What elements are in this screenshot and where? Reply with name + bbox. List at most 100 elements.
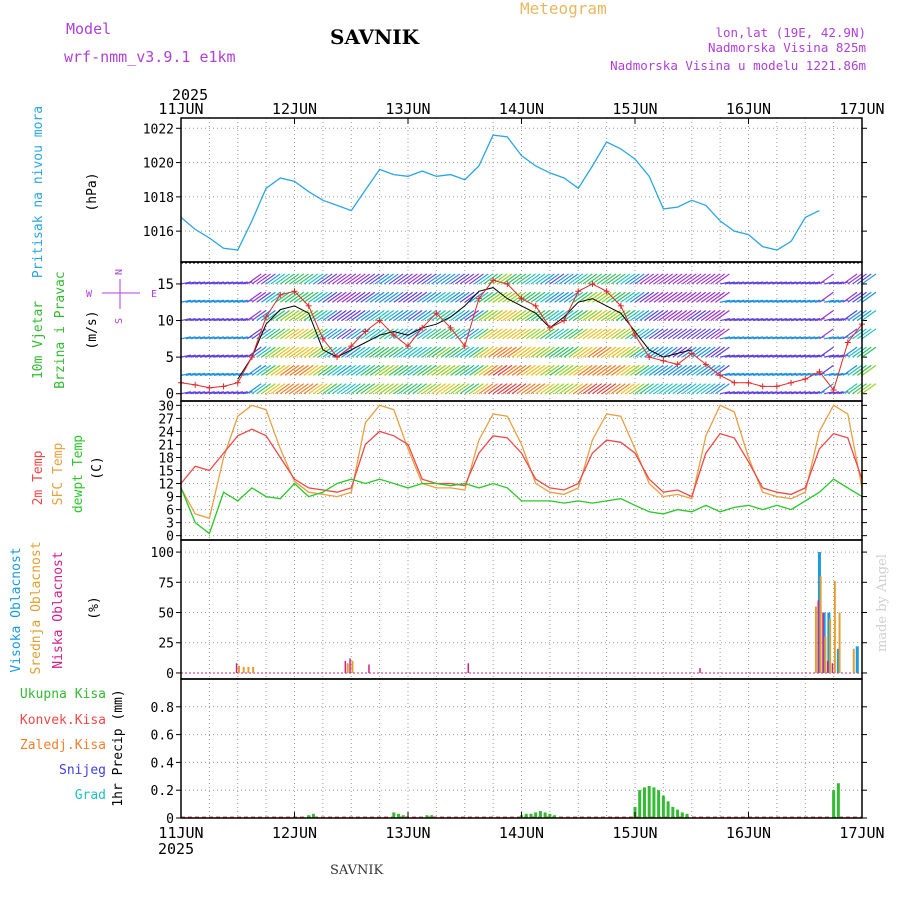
- wind-barb: [412, 346, 428, 358]
- wind-barb: [842, 364, 858, 376]
- precip-label-snow: Snijeg: [59, 763, 106, 778]
- wind-barb: [563, 364, 579, 376]
- wind-barb: [592, 291, 607, 303]
- x-tick-label-bottom: 14JUN: [499, 824, 544, 842]
- cloud-ylabel-high: Visoka Oblacnost: [9, 547, 24, 672]
- wind-barb: [852, 383, 867, 395]
- wind-barb: [492, 291, 508, 303]
- wind-barb: [426, 291, 442, 303]
- wind-barb: [497, 346, 513, 358]
- wind-barb: [663, 346, 678, 358]
- wind-barb: [781, 281, 792, 285]
- wind-barb: [261, 383, 276, 395]
- wind-speed-marker: [447, 324, 454, 331]
- wind-barb: [852, 291, 867, 303]
- wind-barb: [535, 310, 551, 322]
- wind-speed-marker: [589, 280, 596, 287]
- wind-barb: [506, 383, 522, 395]
- wind-barb: [696, 364, 711, 376]
- wind-barb: [516, 273, 532, 285]
- wind-barb: [374, 291, 390, 303]
- wind-barb: [317, 383, 333, 395]
- wind-barb: [644, 291, 659, 303]
- wind-barb: [644, 346, 659, 358]
- wind-barb: [294, 364, 309, 376]
- wind-barb: [502, 273, 517, 285]
- wind-barb: [421, 383, 437, 395]
- wind-barb: [242, 372, 253, 376]
- wind-barb: [615, 383, 631, 395]
- wind-barb: [204, 281, 215, 285]
- wind-barb: [180, 391, 192, 395]
- wind-barb: [743, 299, 754, 303]
- wind-barb: [459, 364, 475, 376]
- wind-barb: [327, 346, 342, 358]
- wind-barb: [483, 383, 499, 395]
- wind-barb: [663, 364, 678, 376]
- wind-barb: [289, 364, 305, 376]
- wind-barb: [634, 364, 650, 376]
- y-tick-label: 24: [158, 425, 174, 440]
- wind-barb: [573, 310, 588, 322]
- wind-speed-marker: [490, 277, 497, 284]
- wind-barb: [601, 273, 617, 285]
- wind-barb: [313, 346, 328, 358]
- wind-barb: [393, 310, 409, 322]
- wind-barb: [672, 310, 688, 322]
- wind-barb: [436, 291, 451, 303]
- wind-barb: [488, 383, 503, 395]
- wind-barb: [644, 383, 659, 395]
- wind-barb: [563, 328, 579, 340]
- wind-barb: [195, 391, 206, 395]
- y-tick-label: 1018: [143, 191, 174, 206]
- wind-barb: [346, 328, 361, 340]
- wind-barb: [611, 328, 626, 340]
- wind-barb: [592, 310, 607, 322]
- wind-barb: [407, 291, 423, 303]
- y-tick-label: 1016: [143, 225, 174, 240]
- wind-barb: [795, 354, 806, 358]
- wind-barb: [417, 273, 432, 285]
- wind-barb: [246, 310, 262, 322]
- wind-barb: [180, 299, 192, 303]
- wind-barb: [677, 291, 692, 303]
- wind-barb: [322, 328, 338, 340]
- wind-barb: [459, 383, 475, 395]
- wind-barb: [781, 372, 792, 376]
- y-tick-label: 6: [166, 504, 174, 519]
- wind-barb: [753, 354, 764, 358]
- wind-barb: [478, 346, 494, 358]
- wind-speed-marker: [192, 381, 199, 388]
- wind-barb: [748, 281, 759, 285]
- wind-barb: [308, 346, 324, 358]
- wind-barb: [180, 336, 192, 340]
- wind-barb: [681, 328, 697, 340]
- precip-bar: [534, 812, 538, 818]
- cloud-ylabel-low: Niska Oblacnost: [51, 551, 66, 668]
- wind-barb: [308, 291, 324, 303]
- wind-speed-marker: [759, 383, 766, 390]
- wind-barb: [653, 273, 669, 285]
- y-tick-label: 21: [158, 438, 174, 453]
- wind-barb: [322, 291, 338, 303]
- wind-barb: [620, 310, 636, 322]
- wind-barb: [772, 299, 783, 303]
- wind-barb: [246, 383, 262, 395]
- wind-barb: [606, 383, 621, 395]
- wind-barb: [634, 328, 650, 340]
- wind-barb: [459, 328, 475, 340]
- wind-barb: [190, 372, 201, 376]
- wind-barb: [757, 317, 769, 322]
- wind-barb: [213, 391, 225, 395]
- wind-barb: [336, 383, 352, 395]
- wind-barb: [800, 336, 811, 340]
- wind-barb: [388, 310, 404, 322]
- wind-barb: [577, 383, 593, 395]
- wind-speed-marker: [561, 317, 568, 324]
- wind-speed-marker: [731, 379, 738, 386]
- wind-barb: [431, 291, 446, 303]
- wind-barb: [710, 346, 726, 358]
- wind-barb: [776, 354, 787, 358]
- wind-barb: [327, 310, 342, 322]
- wind-speed-marker: [660, 357, 667, 364]
